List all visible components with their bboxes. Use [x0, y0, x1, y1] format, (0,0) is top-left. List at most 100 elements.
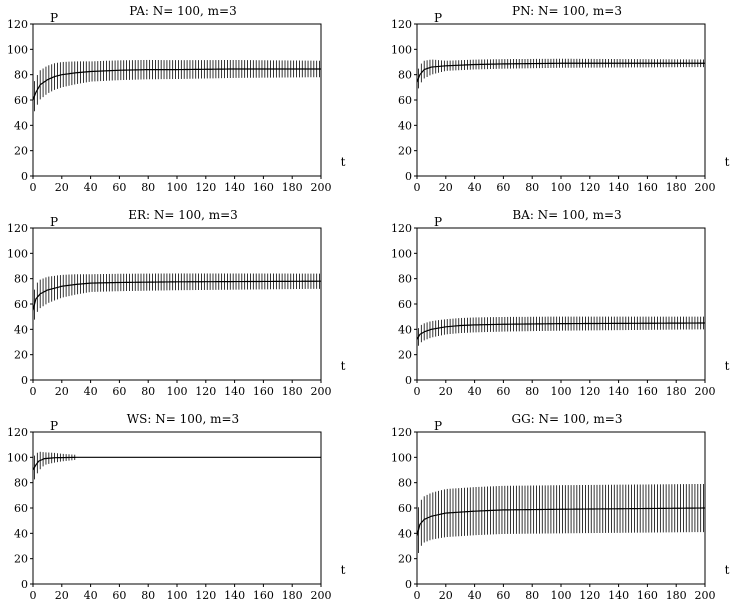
- y-tick-label: 40: [14, 119, 28, 132]
- x-tick-label: 40: [468, 181, 482, 194]
- x-tick-label: 180: [282, 589, 303, 602]
- y-tick-label: 40: [398, 527, 412, 540]
- x-axis-label: t: [725, 359, 730, 373]
- y-tick-label: 0: [21, 578, 28, 591]
- y-tick-label: 0: [405, 374, 412, 387]
- y-tick-label: 0: [405, 170, 412, 183]
- y-tick-label: 100: [7, 247, 28, 260]
- x-tick-label: 60: [112, 181, 126, 194]
- y-tick-label: 60: [14, 298, 28, 311]
- x-tick-label: 140: [224, 385, 245, 398]
- x-tick-label: 120: [195, 589, 216, 602]
- x-tick-label: 100: [167, 385, 188, 398]
- y-tick-label: 120: [7, 18, 28, 31]
- plot-frame: [32, 431, 322, 585]
- plot-frame: [416, 227, 706, 381]
- mean-line: [416, 322, 706, 340]
- y-tick-label: 40: [398, 119, 412, 132]
- y-tick-label: 40: [14, 527, 28, 540]
- y-tick-label: 120: [391, 18, 412, 31]
- chart-title: WS: N= 100, m=3: [127, 412, 239, 426]
- x-tick-label: 60: [496, 589, 510, 602]
- x-tick-label: 40: [84, 385, 98, 398]
- y-tick-label: 0: [405, 578, 412, 591]
- x-tick-label: 80: [141, 181, 155, 194]
- x-tick-label: 60: [496, 181, 510, 194]
- x-axis-label: t: [725, 155, 730, 169]
- x-tick-label: 140: [224, 589, 245, 602]
- x-tick-label: 0: [30, 589, 37, 602]
- chart-title: GG: N= 100, m=3: [512, 412, 623, 426]
- y-tick-label: 20: [398, 349, 412, 362]
- y-tick-label: 20: [14, 349, 28, 362]
- x-tick-label: 100: [551, 589, 572, 602]
- y-axis-label: P: [434, 215, 442, 229]
- y-tick-label: 40: [14, 323, 28, 336]
- x-tick-label: 140: [224, 181, 245, 194]
- x-tick-label: 60: [112, 385, 126, 398]
- y-tick-label: 60: [14, 94, 28, 107]
- y-tick-label: 120: [391, 426, 412, 439]
- x-tick-label: 180: [666, 385, 687, 398]
- y-tick-label: 80: [398, 69, 412, 82]
- x-tick-label: 20: [439, 385, 453, 398]
- x-tick-label: 80: [141, 589, 155, 602]
- x-tick-label: 100: [167, 589, 188, 602]
- mean-line: [32, 68, 321, 101]
- x-tick-label: 100: [167, 181, 188, 194]
- x-tick-label: 160: [637, 589, 658, 602]
- chart-title: ER: N= 100, m=3: [128, 208, 238, 222]
- x-tick-label: 180: [666, 589, 687, 602]
- x-tick-label: 80: [525, 181, 539, 194]
- x-tick-label: 160: [637, 181, 658, 194]
- x-tick-label: 20: [439, 181, 453, 194]
- chart-title: BA: N= 100, m=3: [512, 208, 621, 222]
- chart-title: PA: N= 100, m=3: [129, 4, 236, 18]
- x-tick-label: 60: [496, 385, 510, 398]
- x-tick-label: 120: [579, 385, 600, 398]
- mean-line: [32, 456, 321, 471]
- x-tick-label: 100: [551, 181, 572, 194]
- y-tick-label: 60: [14, 502, 28, 515]
- chart-panel: ER: N= 100, m=3 Pt 0 20 40 60 80 100 120 0 20 40 60 8…: [7, 208, 346, 398]
- y-tick-label: 60: [398, 298, 412, 311]
- x-axis-label: t: [725, 563, 730, 577]
- y-tick-label: 100: [391, 247, 412, 260]
- chart-panel: WS: N= 100, m=3 Pt 0 20 40 60 80 100 120 0 20 40 60 8…: [7, 412, 346, 602]
- chart-title: PN: N= 100, m=3: [512, 4, 622, 18]
- mean-line: [416, 507, 706, 537]
- x-tick-label: 40: [84, 181, 98, 194]
- x-tick-label: 40: [84, 589, 98, 602]
- plot-frame: [416, 23, 706, 177]
- x-tick-label: 200: [695, 385, 716, 398]
- x-tick-label: 200: [695, 589, 716, 602]
- y-tick-label: 100: [7, 43, 28, 56]
- y-tick-label: 80: [14, 273, 28, 286]
- y-tick-label: 20: [398, 553, 412, 566]
- y-tick-label: 80: [398, 477, 412, 490]
- x-tick-label: 200: [695, 181, 716, 194]
- y-tick-label: 100: [7, 451, 28, 464]
- x-tick-label: 20: [55, 181, 69, 194]
- y-axis-label: P: [434, 11, 442, 25]
- y-tick-label: 0: [21, 170, 28, 183]
- x-tick-label: 200: [311, 385, 332, 398]
- y-tick-label: 40: [398, 323, 412, 336]
- y-tick-label: 20: [14, 145, 28, 158]
- x-tick-label: 40: [468, 589, 482, 602]
- x-tick-label: 120: [195, 385, 216, 398]
- x-tick-label: 120: [195, 181, 216, 194]
- y-tick-label: 100: [391, 451, 412, 464]
- x-tick-label: 160: [637, 385, 658, 398]
- y-tick-label: 20: [14, 553, 28, 566]
- x-tick-label: 140: [608, 589, 629, 602]
- mean-line: [416, 62, 705, 83]
- x-tick-label: 40: [468, 385, 482, 398]
- x-tick-label: 0: [30, 385, 37, 398]
- x-tick-label: 120: [579, 181, 600, 194]
- y-tick-label: 80: [14, 477, 28, 490]
- x-tick-label: 60: [112, 589, 126, 602]
- plot-frame: [32, 227, 322, 381]
- y-tick-label: 120: [7, 222, 28, 235]
